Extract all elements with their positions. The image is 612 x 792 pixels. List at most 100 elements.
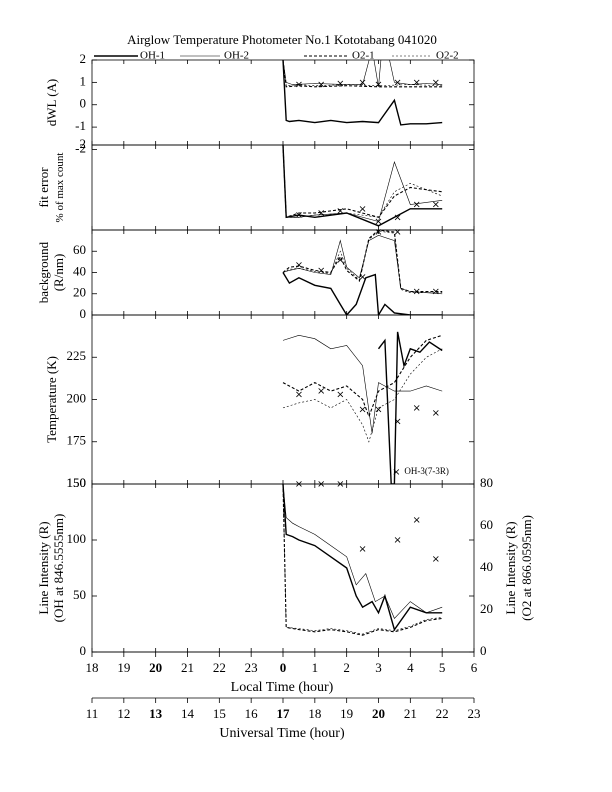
oh3-marker: × (295, 389, 303, 400)
y-right-axis-label: Line Intensity (R) (503, 521, 518, 614)
oh3-marker: × (393, 77, 401, 88)
x-tick-label: 21 (181, 660, 194, 675)
y-tick-label: 2 (80, 51, 87, 66)
panel-temp: 225 200 175 150 Temperature (K) × × × × × × × × × OH-3… (44, 314, 475, 490)
x-tick-label: 17 (277, 706, 291, 721)
y-tick-label: 2 (80, 136, 87, 151)
series-line-oh-2 (282, 334, 443, 434)
series-line-oh-1 (282, 60, 443, 126)
oh3-marker: × (432, 554, 440, 565)
x-tick-label: 3 (375, 660, 382, 675)
oh3-marker: × (295, 210, 303, 221)
y-axis-label: fit error (36, 167, 51, 208)
oh3-marker: × (432, 287, 440, 298)
y-tick-label: 60 (73, 242, 86, 257)
x-tick-label: 14 (181, 706, 195, 721)
oh3-marker: × (336, 389, 344, 400)
series-line-o2-2 (282, 484, 443, 635)
x-tick-label: 19 (117, 660, 130, 675)
chart-title: Airglow Temperature Photometer No.1 Koto… (127, 32, 437, 47)
y-axis-label: background (36, 241, 51, 303)
series-line-oh-2 (282, 60, 443, 87)
y-right-tick-label: 20 (480, 601, 493, 616)
x-tick-label: 13 (149, 706, 163, 721)
y-tick-label: 175 (67, 433, 87, 448)
series-line-o2-1 (282, 145, 443, 219)
oh3-marker: × (336, 206, 344, 217)
series-line-o2-1 (282, 484, 443, 636)
oh3-marker: × (393, 416, 401, 427)
x-tick-label: 22 (436, 706, 449, 721)
panel-frame (91, 483, 475, 653)
x-tick-label: 15 (213, 706, 226, 721)
x-tick-label: 11 (86, 706, 99, 721)
x-tick-label: 0 (280, 660, 287, 675)
y-axis-label-2: % of max count (54, 153, 66, 223)
y-tick-label: 0 (80, 306, 87, 321)
oh3-marker: × (413, 77, 421, 88)
y-axis-label: Line Intensity (R) (36, 521, 51, 614)
y-tick-label: 200 (67, 390, 87, 405)
y-right-tick-label: 60 (480, 517, 493, 532)
oh3-marker: × (317, 265, 325, 276)
series-group (282, 230, 443, 315)
oh3-marker: × (374, 405, 382, 416)
oh3-marker: × (295, 260, 303, 271)
oh3-marker: × (393, 212, 401, 223)
series-line-oh-1 (282, 272, 443, 315)
series-group (282, 145, 443, 227)
y-tick-label: 1 (80, 73, 87, 88)
oh3-marker: × (374, 227, 382, 238)
x-tick-label: 1 (312, 660, 319, 675)
oh3-marker: × (413, 403, 421, 414)
y-axis-label-2: (R/nm) (51, 254, 66, 292)
x-tick-label: 12 (117, 706, 130, 721)
oh3-marker: × (374, 80, 382, 91)
x-tick-label: 5 (439, 660, 446, 675)
panels: 2 1 0 -1 -2 dWL (A) × × × × × × × × 2 fit error% of max… (36, 51, 534, 658)
time-axes: 18 19 20 21 22 23 0 1 2 3 4 5 611 12 13 14 15 16 17 18 19 20 2… (86, 651, 481, 721)
annotation-label: OH-3(7-3R) (404, 466, 449, 476)
annotation-marker: × (392, 467, 400, 478)
oh3-marker: × (358, 272, 366, 283)
x-tick-label: 23 (468, 706, 481, 721)
y-tick-label: 0 (80, 643, 87, 658)
x-tick-label: 22 (213, 660, 226, 675)
series-line-o2-1 (282, 334, 443, 418)
y-axis-label-2: (OH at 846.5555nm) (51, 514, 66, 623)
series-line-o2-2 (282, 60, 443, 87)
x-tick-label: 23 (245, 660, 258, 675)
oh3-marker: × (317, 208, 325, 219)
oh3-marker: × (317, 80, 325, 91)
oh3-marker: × (295, 80, 303, 91)
oh3-marker: × (336, 255, 344, 266)
x-tick-label: 21 (404, 706, 417, 721)
y-tick-label: 40 (73, 263, 86, 278)
legend-oh2: OH-2 (224, 50, 249, 62)
x-tick-label: 6 (471, 660, 478, 675)
y-right-axis-label-2: (O2 at 866.0595nm) (519, 515, 534, 621)
oh3-marker: × (358, 405, 366, 416)
oh3-marker: × (413, 200, 421, 211)
y-right-tick-label: 80 (480, 475, 493, 490)
oh3-marker: × (317, 479, 325, 490)
y-tick-label: 50 (73, 587, 86, 602)
legend-oh1: OH-1 (140, 50, 165, 62)
y-tick-label: 20 (73, 285, 86, 300)
series-line-o2-2 (282, 145, 443, 218)
y-right-tick-label: 0 (480, 643, 487, 658)
series-group (282, 331, 443, 484)
x-tick-label: 18 (308, 706, 321, 721)
y-axis-label: Temperature (K) (44, 356, 59, 443)
oh3-marker: × (393, 535, 401, 546)
oh3-marker: × (432, 200, 440, 211)
x-tick-label: 19 (340, 706, 353, 721)
y-tick-label: 0 (80, 96, 87, 111)
x-tick-label: 20 (149, 660, 162, 675)
oh3-marker: × (317, 386, 325, 397)
y-axis-label: dWL (A) (44, 79, 59, 127)
series-line-oh-2 (282, 484, 443, 619)
series-line-oh-1 (282, 484, 443, 632)
